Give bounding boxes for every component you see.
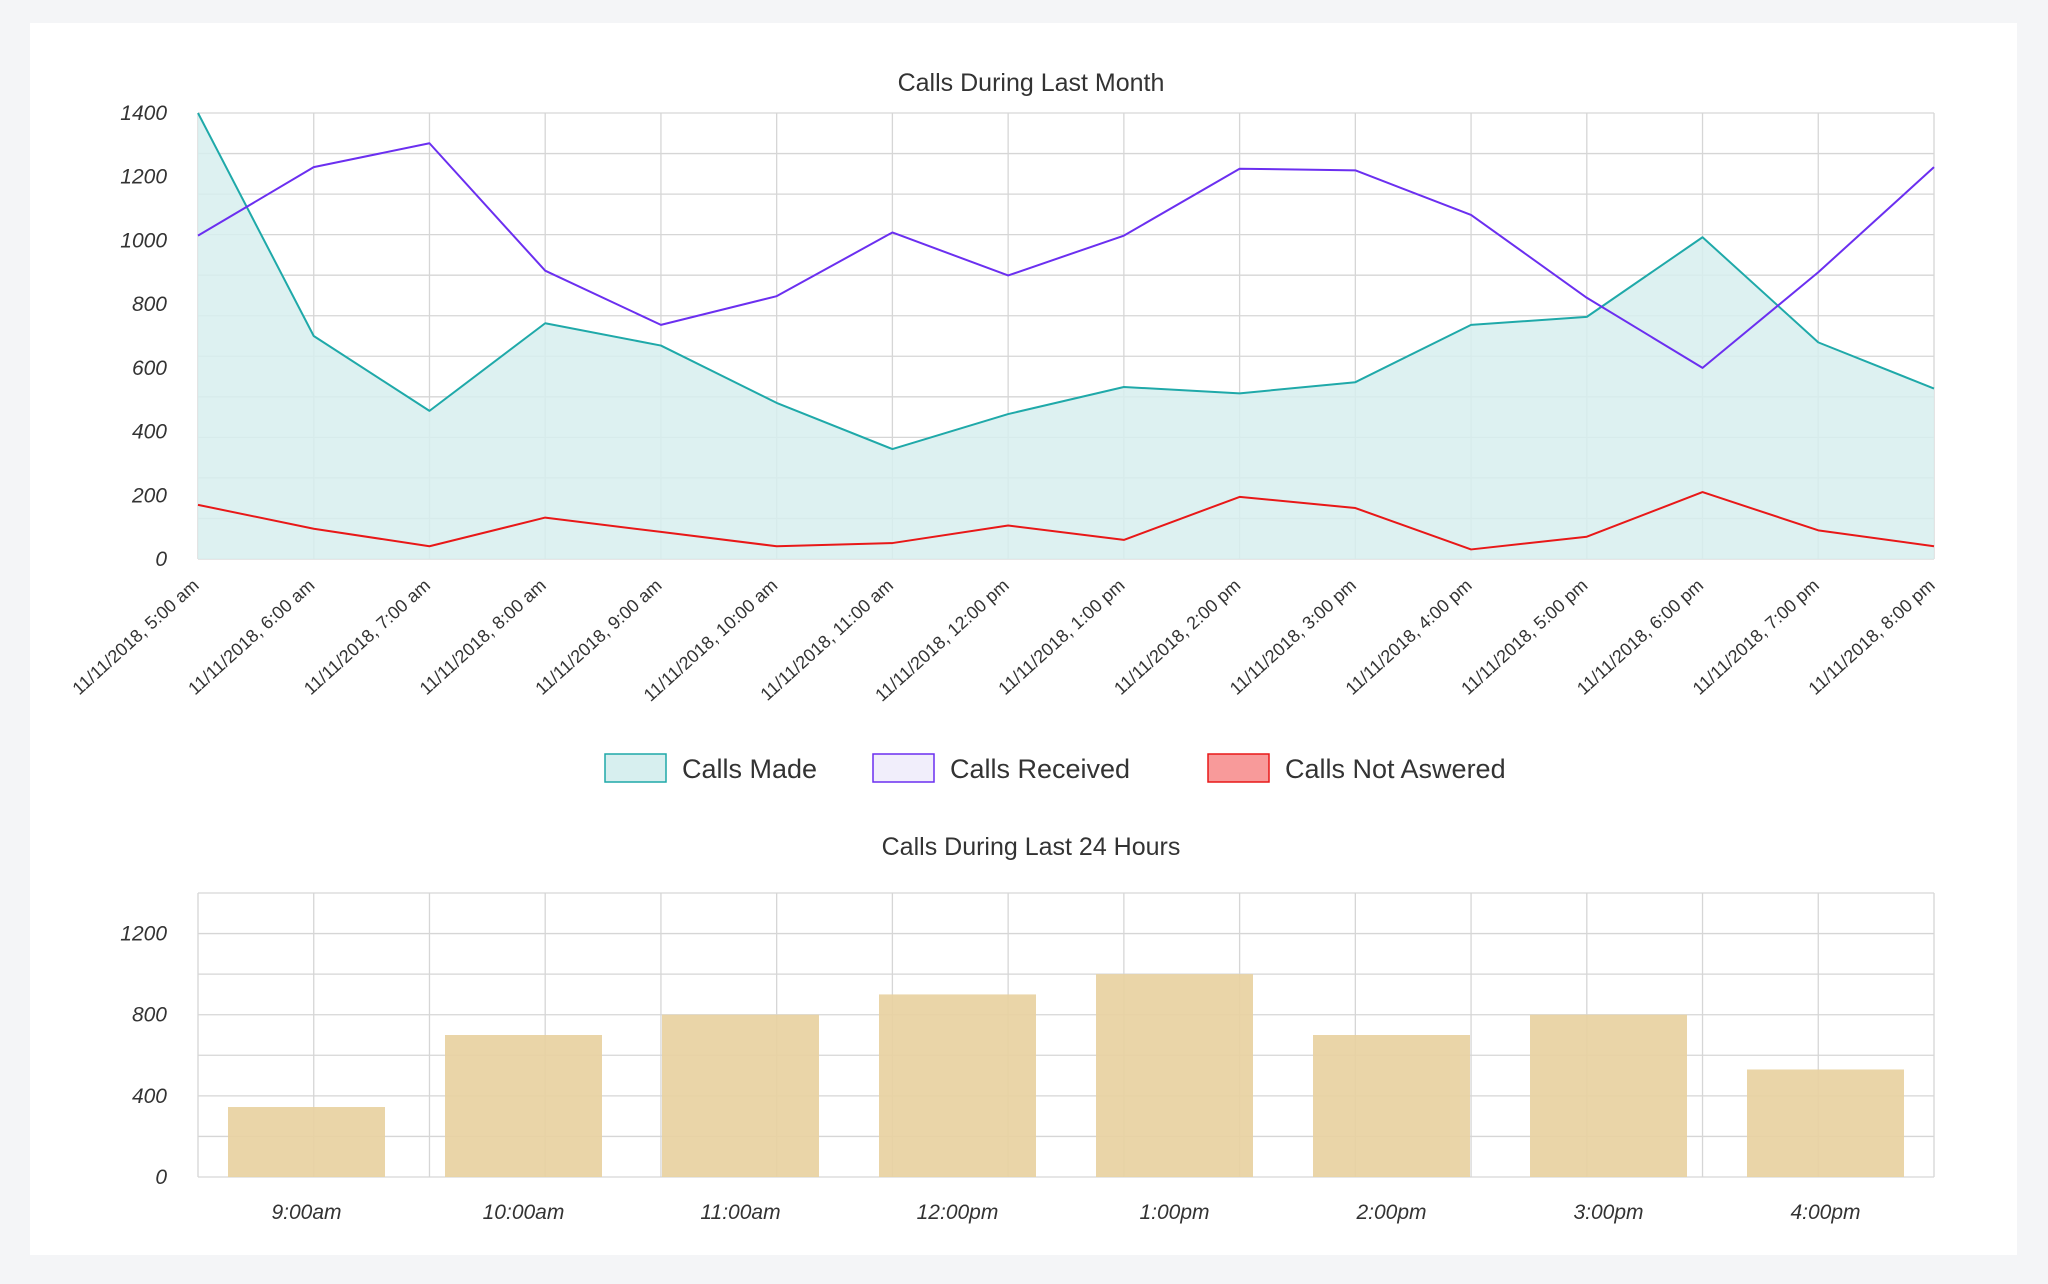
series-line-calls-made [197, 112, 1935, 451]
y-tick-label: 1000 [120, 229, 167, 252]
y-tick-label: 1200 [120, 923, 167, 946]
bar-chart-y-axis: 0 400 800 1200 [120, 923, 167, 1189]
y-tick-label: 1400 [120, 102, 167, 125]
x-tick-label: 11/11/2018, 9:00 am [531, 575, 665, 699]
line-chart: Calls During Last Month 0 200 400 600 800 100… [69, 69, 1939, 705]
bar [662, 1014, 819, 1177]
bar-chart-title: Calls During Last 24 Hours [882, 833, 1181, 861]
line-chart-area-layer [198, 113, 1934, 559]
line-chart-series-layer [197, 112, 1935, 551]
series-line-calls-not-answered [197, 491, 1935, 551]
bar [228, 1107, 385, 1177]
bar-chart: Calls During Last 24 Hours 0 400 800 1200 9… [120, 833, 1935, 1224]
bar-chart-bars [228, 974, 1904, 1177]
legend-label-calls-received: Calls Received [950, 754, 1130, 784]
x-tick-label: 10:00am [483, 1201, 565, 1224]
y-tick-label: 600 [132, 357, 167, 380]
x-tick-label: 1:00pm [1139, 1201, 1209, 1224]
x-tick-label: 11/11/2018, 1:00 pm [994, 575, 1128, 699]
x-tick-label: 11/11/2018, 8:00 am [416, 575, 550, 699]
x-tick-label: 11/11/2018, 3:00 pm [1226, 575, 1360, 699]
bar [1747, 1069, 1904, 1177]
y-tick-label: 400 [132, 421, 167, 444]
x-tick-label: 11/11/2018, 4:00 pm [1342, 575, 1476, 699]
chart-card: Calls During Last Month 0 200 400 600 800 100… [30, 23, 2017, 1255]
x-tick-label: 3:00pm [1573, 1201, 1643, 1224]
x-tick-label: 11/11/2018, 2:00 pm [1110, 575, 1244, 699]
line-chart-legend: Calls Made Calls Received Calls Not Aswe… [604, 753, 1506, 784]
charts-canvas: Calls During Last Month 0 200 400 600 800 100… [69, 69, 1939, 1224]
x-tick-label: 11/11/2018, 8:00 pm [1805, 575, 1939, 699]
x-tick-label: 4:00pm [1790, 1201, 1860, 1224]
x-tick-label: 9:00am [271, 1201, 341, 1224]
x-tick-label: 11/11/2018, 6:00 am [184, 575, 318, 699]
bar [879, 994, 1036, 1177]
x-tick-label: 11/11/2018, 5:00 pm [1457, 575, 1591, 699]
y-tick-label: 400 [132, 1085, 167, 1108]
line-chart-title: Calls During Last Month [898, 69, 1165, 97]
legend-item-calls-received: Calls Received [872, 753, 1130, 784]
bar [1313, 1035, 1470, 1177]
legend-swatch-calls-received [872, 753, 935, 783]
legend-swatch-calls-made [604, 753, 667, 783]
legend-label-calls-not-answered: Calls Not Aswered [1285, 754, 1506, 784]
x-tick-label: 11/11/2018, 5:00 am [69, 575, 203, 699]
line-chart-y-axis: 0 200 400 600 800 1000 1200 1400 [120, 102, 167, 571]
x-tick-label: 2:00pm [1355, 1201, 1426, 1224]
y-tick-label: 200 [131, 484, 167, 507]
legend-swatch-calls-not-answered [1207, 753, 1270, 783]
y-tick-label: 0 [155, 1166, 167, 1189]
x-tick-label: 11/11/2018, 7:00 am [300, 575, 434, 699]
area-calls-made [198, 113, 1934, 559]
bar-chart-x-axis: 9:00am 10:00am 11:00am 12:00pm 1:00pm 2:00pm 3… [271, 1201, 1860, 1224]
y-tick-label: 800 [132, 293, 167, 316]
bar [1096, 974, 1253, 1177]
series-line-calls-received [197, 142, 1935, 369]
bar [1530, 1014, 1687, 1177]
x-tick-label: 12:00pm [917, 1201, 999, 1224]
legend-item-calls-made: Calls Made [604, 753, 817, 784]
bar [445, 1035, 602, 1177]
x-tick-label: 11:00am [700, 1201, 780, 1224]
y-tick-label: 1200 [120, 166, 167, 189]
y-tick-label: 0 [155, 548, 167, 571]
legend-item-calls-not-answered: Calls Not Aswered [1207, 753, 1506, 784]
y-tick-label: 800 [132, 1004, 167, 1027]
x-tick-label: 11/11/2018, 12:00 pm [871, 575, 1013, 705]
x-tick-label: 11/11/2018, 7:00 pm [1689, 575, 1823, 699]
x-tick-label: 11/11/2018, 6:00 pm [1573, 575, 1707, 699]
legend-label-calls-made: Calls Made [682, 754, 817, 784]
